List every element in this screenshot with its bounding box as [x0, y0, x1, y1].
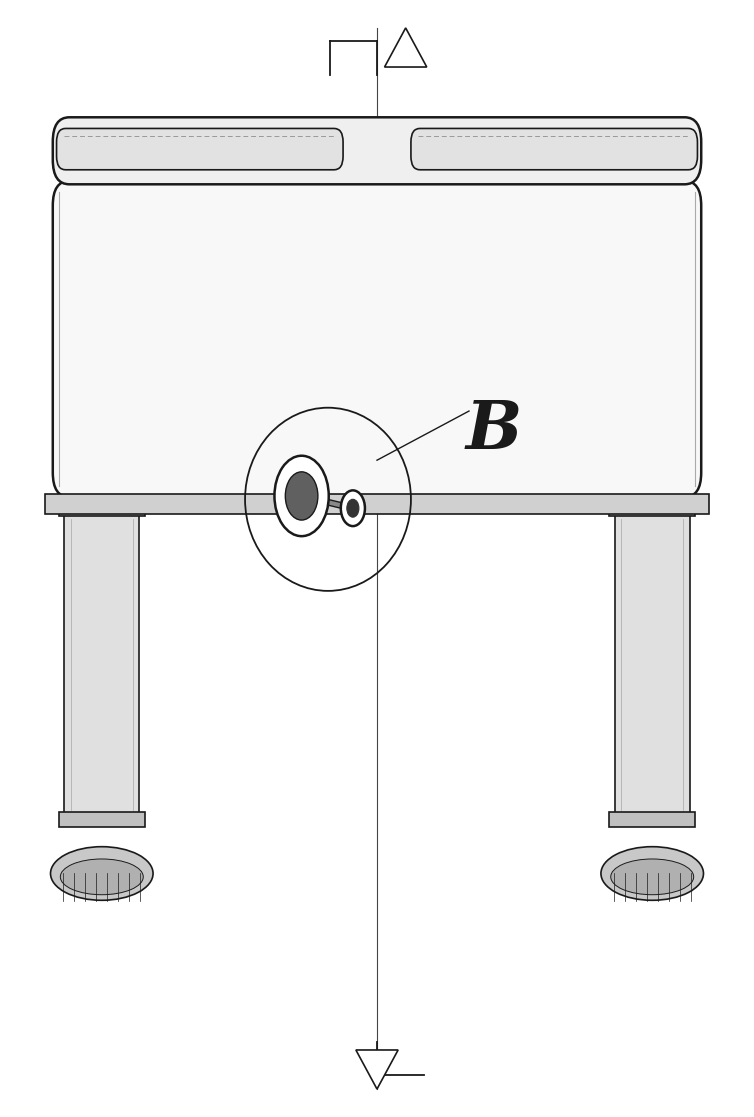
Polygon shape	[59, 500, 145, 516]
Polygon shape	[59, 812, 145, 827]
FancyBboxPatch shape	[53, 181, 701, 497]
Text: B: B	[466, 398, 522, 462]
Ellipse shape	[51, 847, 153, 900]
Ellipse shape	[60, 859, 143, 895]
Polygon shape	[615, 514, 690, 815]
FancyBboxPatch shape	[53, 117, 701, 184]
Circle shape	[274, 456, 329, 536]
Polygon shape	[279, 483, 318, 505]
Polygon shape	[356, 1050, 398, 1089]
FancyBboxPatch shape	[57, 128, 343, 170]
FancyBboxPatch shape	[411, 128, 697, 170]
Polygon shape	[45, 494, 709, 514]
Polygon shape	[385, 28, 427, 67]
Ellipse shape	[611, 859, 694, 895]
Polygon shape	[609, 812, 695, 827]
Ellipse shape	[601, 847, 703, 900]
Circle shape	[285, 471, 318, 521]
Polygon shape	[64, 514, 139, 815]
Circle shape	[347, 499, 359, 517]
Circle shape	[341, 490, 365, 526]
Polygon shape	[609, 500, 695, 516]
